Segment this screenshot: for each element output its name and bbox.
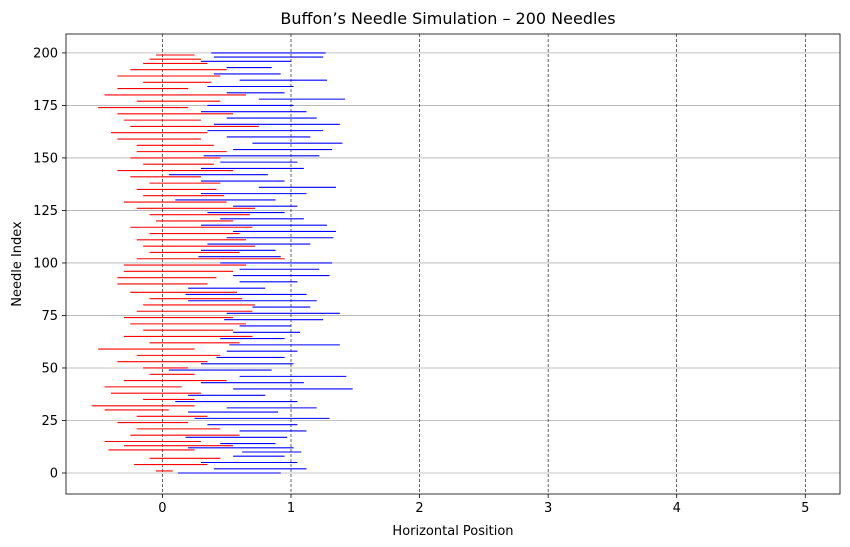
y-tick-label: 150 [33,151,58,166]
vertical-dashed-lines [162,34,806,494]
x-tick-label: 3 [544,501,552,516]
red-needles [91,54,285,472]
plot-frame [65,33,841,495]
plot-area [65,33,841,495]
y-tick-label: 100 [33,256,58,271]
y-tick-label: 25 [41,414,58,429]
y-tick-label: 175 [33,99,58,114]
x-tick-label: 1 [287,501,295,516]
y-tick-label: 50 [41,361,58,376]
blue-needles [168,52,353,474]
y-tick-label: 0 [50,466,58,481]
y-tick-label: 125 [33,204,58,219]
plot-background [66,34,840,494]
y-axis-ticks: 0 25 50 75 100 125 150 175 200 [33,46,66,481]
x-tick-label: 2 [415,501,423,516]
y-axis-label: Needle Index [10,221,25,307]
x-axis-label: Horizontal Position [392,524,513,539]
y-tick-label: 200 [33,46,58,61]
x-axis-ticks: 0 1 2 3 4 5 [158,494,809,516]
x-tick-label: 5 [801,501,809,516]
x-tick-label: 0 [158,501,166,516]
chart-title: Buffon’s Needle Simulation – 200 Needles [280,9,615,28]
y-tick-label: 75 [41,309,58,324]
x-tick-label: 4 [673,501,681,516]
